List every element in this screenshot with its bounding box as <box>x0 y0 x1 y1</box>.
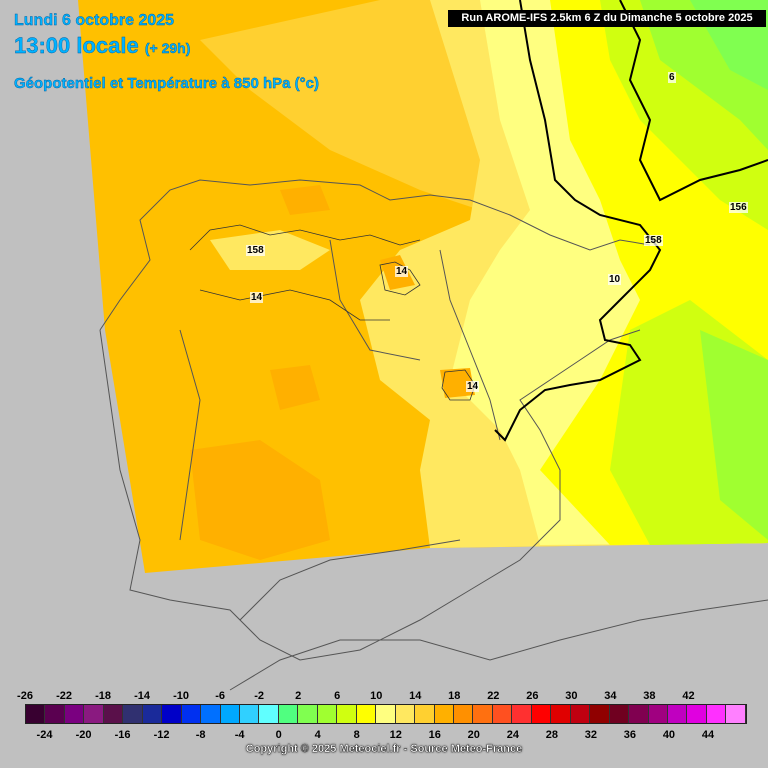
legend-tick-label: 2 <box>295 690 302 702</box>
legend-tick-label: -26 <box>17 690 33 702</box>
legend-tick-label: 4 <box>314 729 321 741</box>
legend-swatch <box>162 705 182 723</box>
isoline-label: 156 <box>729 202 748 213</box>
legend-tick-label: 34 <box>604 690 617 702</box>
legend-tick-label: 32 <box>584 729 598 741</box>
legend-swatch <box>687 705 707 723</box>
legend-tick-label: -14 <box>134 690 151 702</box>
legend-tick-label: 42 <box>682 690 695 702</box>
legend-tick-label: -12 <box>153 729 170 741</box>
legend-tick-label: -10 <box>173 690 190 702</box>
legend-swatch <box>415 705 435 723</box>
legend-swatch <box>337 705 357 723</box>
legend-swatch <box>531 705 552 723</box>
legend-tick-label: 30 <box>565 690 578 702</box>
legend-tick-label: -24 <box>36 729 53 741</box>
legend-tick-label: -6 <box>215 690 226 702</box>
legend-swatch <box>26 705 46 723</box>
legend-swatch <box>473 705 493 723</box>
legend-tick-label: -20 <box>75 729 92 741</box>
legend-tick-label: -8 <box>195 729 206 741</box>
legend-swatch <box>298 705 318 723</box>
legend-tick-label: -16 <box>114 729 131 741</box>
isoline-label: 14 <box>250 292 264 303</box>
legend-swatch <box>453 705 474 723</box>
legend-swatch <box>590 705 610 723</box>
legend-swatch <box>395 705 416 723</box>
legend-swatch <box>667 705 688 723</box>
legend-swatch <box>609 705 630 723</box>
legend-swatch <box>356 705 377 723</box>
legend-swatch <box>376 705 396 723</box>
legend-swatch <box>201 705 221 723</box>
legend-swatch <box>726 705 746 723</box>
isoline-label: 14 <box>466 381 480 392</box>
legend-tick-label: 22 <box>487 690 500 702</box>
legend-swatch <box>492 705 513 723</box>
legend-swatch <box>278 705 299 723</box>
color-legend <box>25 704 747 724</box>
field-title: Géopotentiel et Température à 850 hPa (°… <box>14 75 319 92</box>
isoline-label: 10 <box>608 274 622 285</box>
isoline-label: 158 <box>246 245 265 256</box>
legend-tick-label: 36 <box>623 729 637 741</box>
lead-time: (+ 29h) <box>144 40 191 56</box>
legend-tick-label: 6 <box>334 690 341 702</box>
legend-swatch <box>45 705 65 723</box>
legend-tick-label: 14 <box>409 690 422 702</box>
legend-swatch <box>434 705 454 723</box>
legend-tick-label: 26 <box>526 690 539 702</box>
forecast-date: Lundi 6 octobre 2025 <box>14 12 175 29</box>
local-time-text: 13:00 locale <box>14 33 139 58</box>
legend-swatch <box>706 705 727 723</box>
isoline-label: 14 <box>395 266 409 277</box>
legend-swatch <box>239 705 260 723</box>
legend-tick-label: 8 <box>353 729 360 741</box>
legend-tick-label: 0 <box>275 729 282 741</box>
legend-swatch <box>84 705 104 723</box>
legend-swatch <box>123 705 143 723</box>
legend-swatch <box>259 705 279 723</box>
legend-tick-label: 12 <box>389 729 402 741</box>
run-banner: Run AROME-IFS 2.5km 6 Z du Dimanche 5 oc… <box>448 10 766 27</box>
legend-tick-label: 38 <box>643 690 656 702</box>
legend-swatch <box>512 705 532 723</box>
legend-tick-label: -4 <box>234 729 245 741</box>
legend-swatch <box>629 705 649 723</box>
legend-swatch <box>570 705 591 723</box>
legend-tick-label: 10 <box>370 690 383 702</box>
legend-tick-label: 44 <box>701 729 715 741</box>
legend-swatch <box>648 705 668 723</box>
legend-swatch <box>64 705 85 723</box>
legend-tick-label: 40 <box>662 729 676 741</box>
forecast-local-time: 13:00 locale (+ 29h) <box>14 33 191 59</box>
legend-swatch <box>220 705 240 723</box>
legend-swatch <box>142 705 163 723</box>
legend-tick-label: 16 <box>428 729 441 741</box>
legend-tick-label: 24 <box>506 729 519 741</box>
isoline-label: 158 <box>644 235 663 246</box>
isoline-label: 6 <box>668 72 676 83</box>
copyright-text: Copyright © 2025 Meteociel.fr - Source M… <box>245 743 523 755</box>
legend-swatch <box>103 705 124 723</box>
legend-tick-label: 20 <box>467 729 480 741</box>
legend-swatch <box>181 705 202 723</box>
legend-tick-label: 28 <box>545 729 558 741</box>
legend-tick-label: -2 <box>254 690 265 702</box>
legend-swatch <box>551 705 571 723</box>
legend-tick-label: -18 <box>95 690 111 702</box>
legend-tick-label: -22 <box>56 690 72 702</box>
legend-swatch <box>317 705 338 723</box>
legend-tick-label: 18 <box>448 690 461 702</box>
